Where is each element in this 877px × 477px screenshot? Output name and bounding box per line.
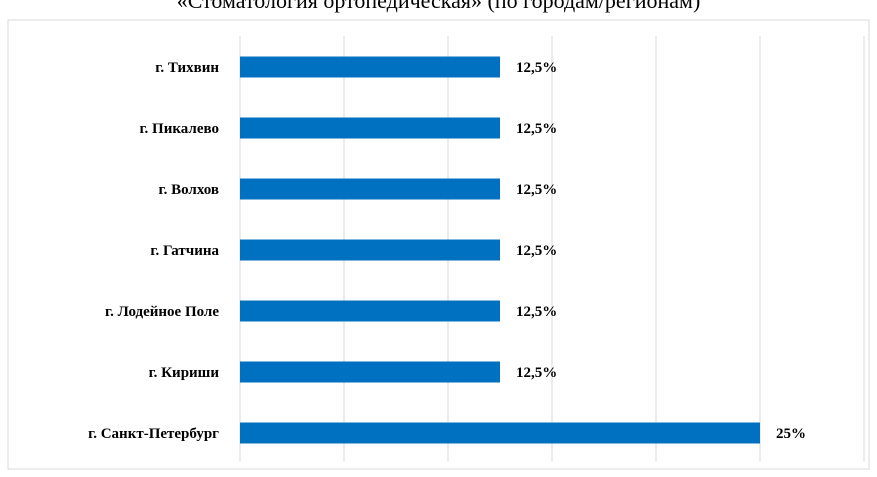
bar-2 (240, 178, 500, 200)
bar-3 (240, 239, 500, 261)
data-label-4: 12,5% (516, 304, 557, 320)
bar-5 (240, 361, 500, 383)
bars (240, 56, 760, 444)
bar-4 (240, 300, 500, 322)
category-label-4: г. Лодейное Поле (105, 304, 219, 320)
data-label-0: 12,5% (516, 60, 557, 76)
category-label-0: г. Тихвин (155, 60, 219, 76)
bar-0 (240, 56, 500, 78)
category-labels: г. Тихвин г. Пикалево г. Волхов г. Гатчина г… (88, 60, 219, 442)
data-label-6: 25% (776, 426, 806, 442)
chart-title: «Стоматология ортопедическая» (по города… (176, 0, 701, 13)
category-label-5: г. Кириши (149, 365, 220, 381)
plot-frame (7, 19, 870, 470)
category-label-1: г. Пикалево (139, 121, 219, 137)
data-label-1: 12,5% (516, 121, 557, 137)
category-label-2: г. Волхов (159, 182, 220, 198)
data-labels: 12,5% 12,5% 12,5% 12,5% 12,5% 12,5% 25% (516, 60, 806, 442)
category-label-6: г. Санкт-Петербург (88, 426, 219, 442)
category-label-3: г. Гатчина (150, 243, 219, 259)
data-label-2: 12,5% (516, 182, 557, 198)
data-label-3: 12,5% (516, 243, 557, 259)
bar-1 (240, 117, 500, 139)
data-label-5: 12,5% (516, 365, 557, 381)
bar-6 (240, 422, 760, 444)
